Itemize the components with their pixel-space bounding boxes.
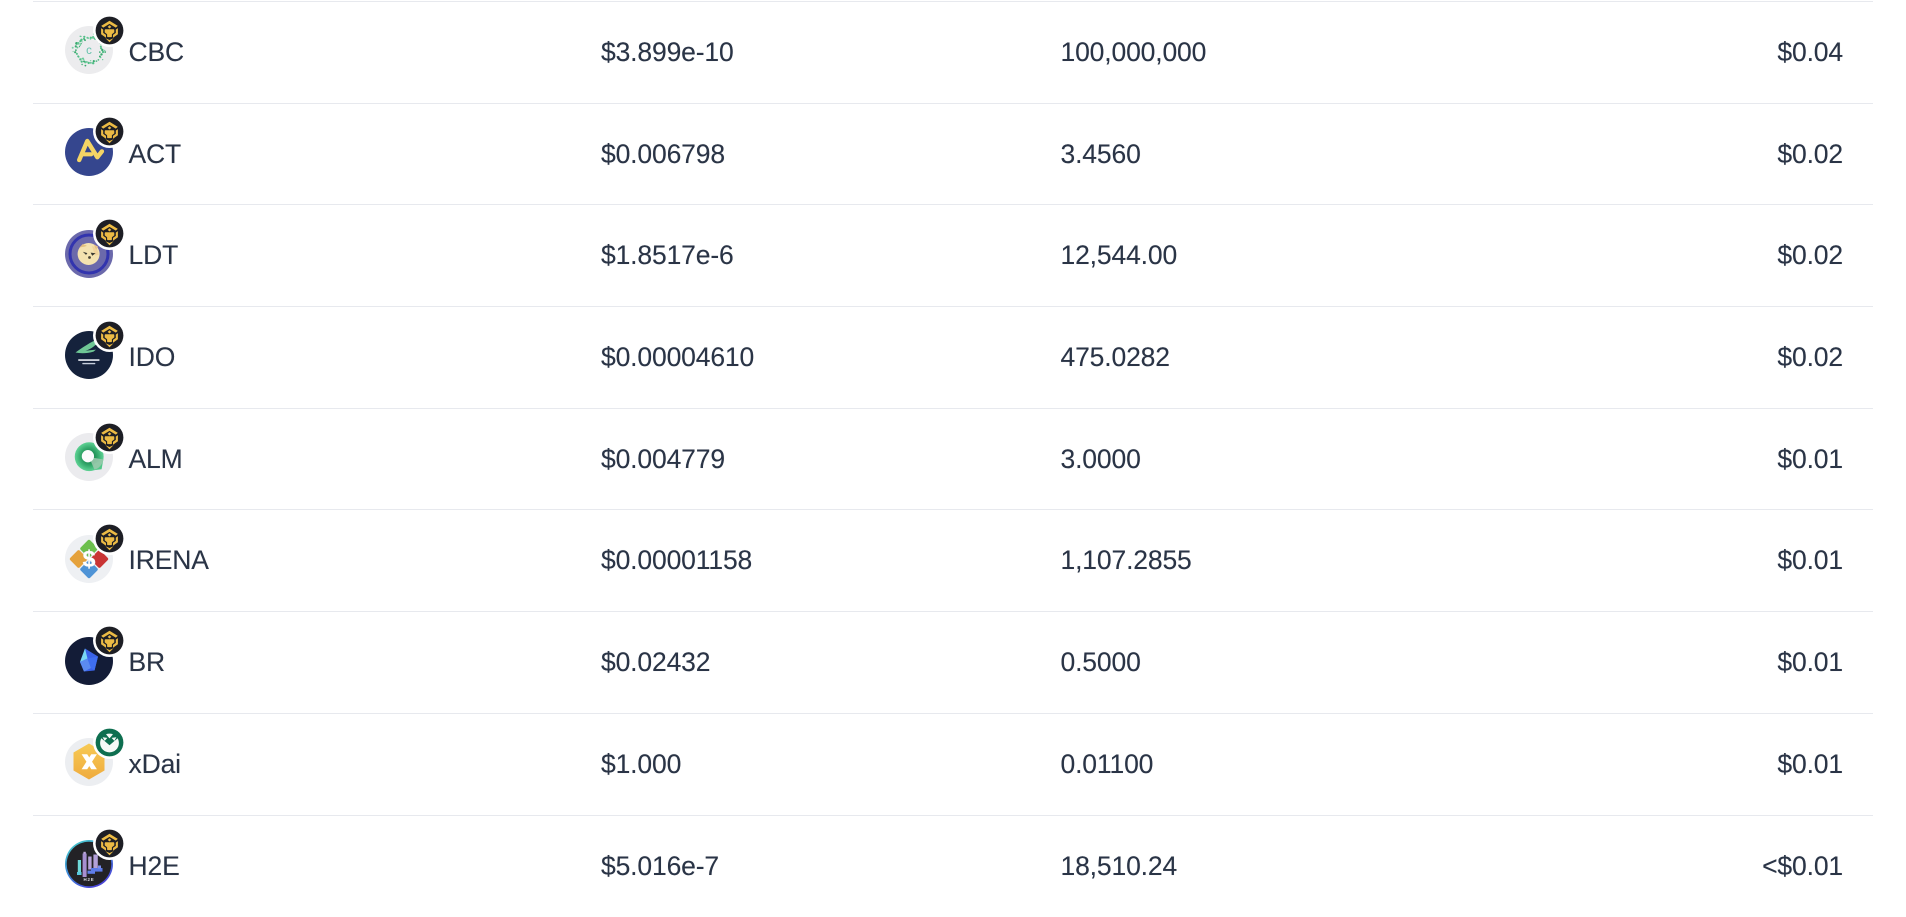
svg-text:$: $	[83, 546, 96, 572]
svg-text:c: c	[86, 45, 92, 57]
svg-text:H2E: H2E	[84, 877, 95, 882]
